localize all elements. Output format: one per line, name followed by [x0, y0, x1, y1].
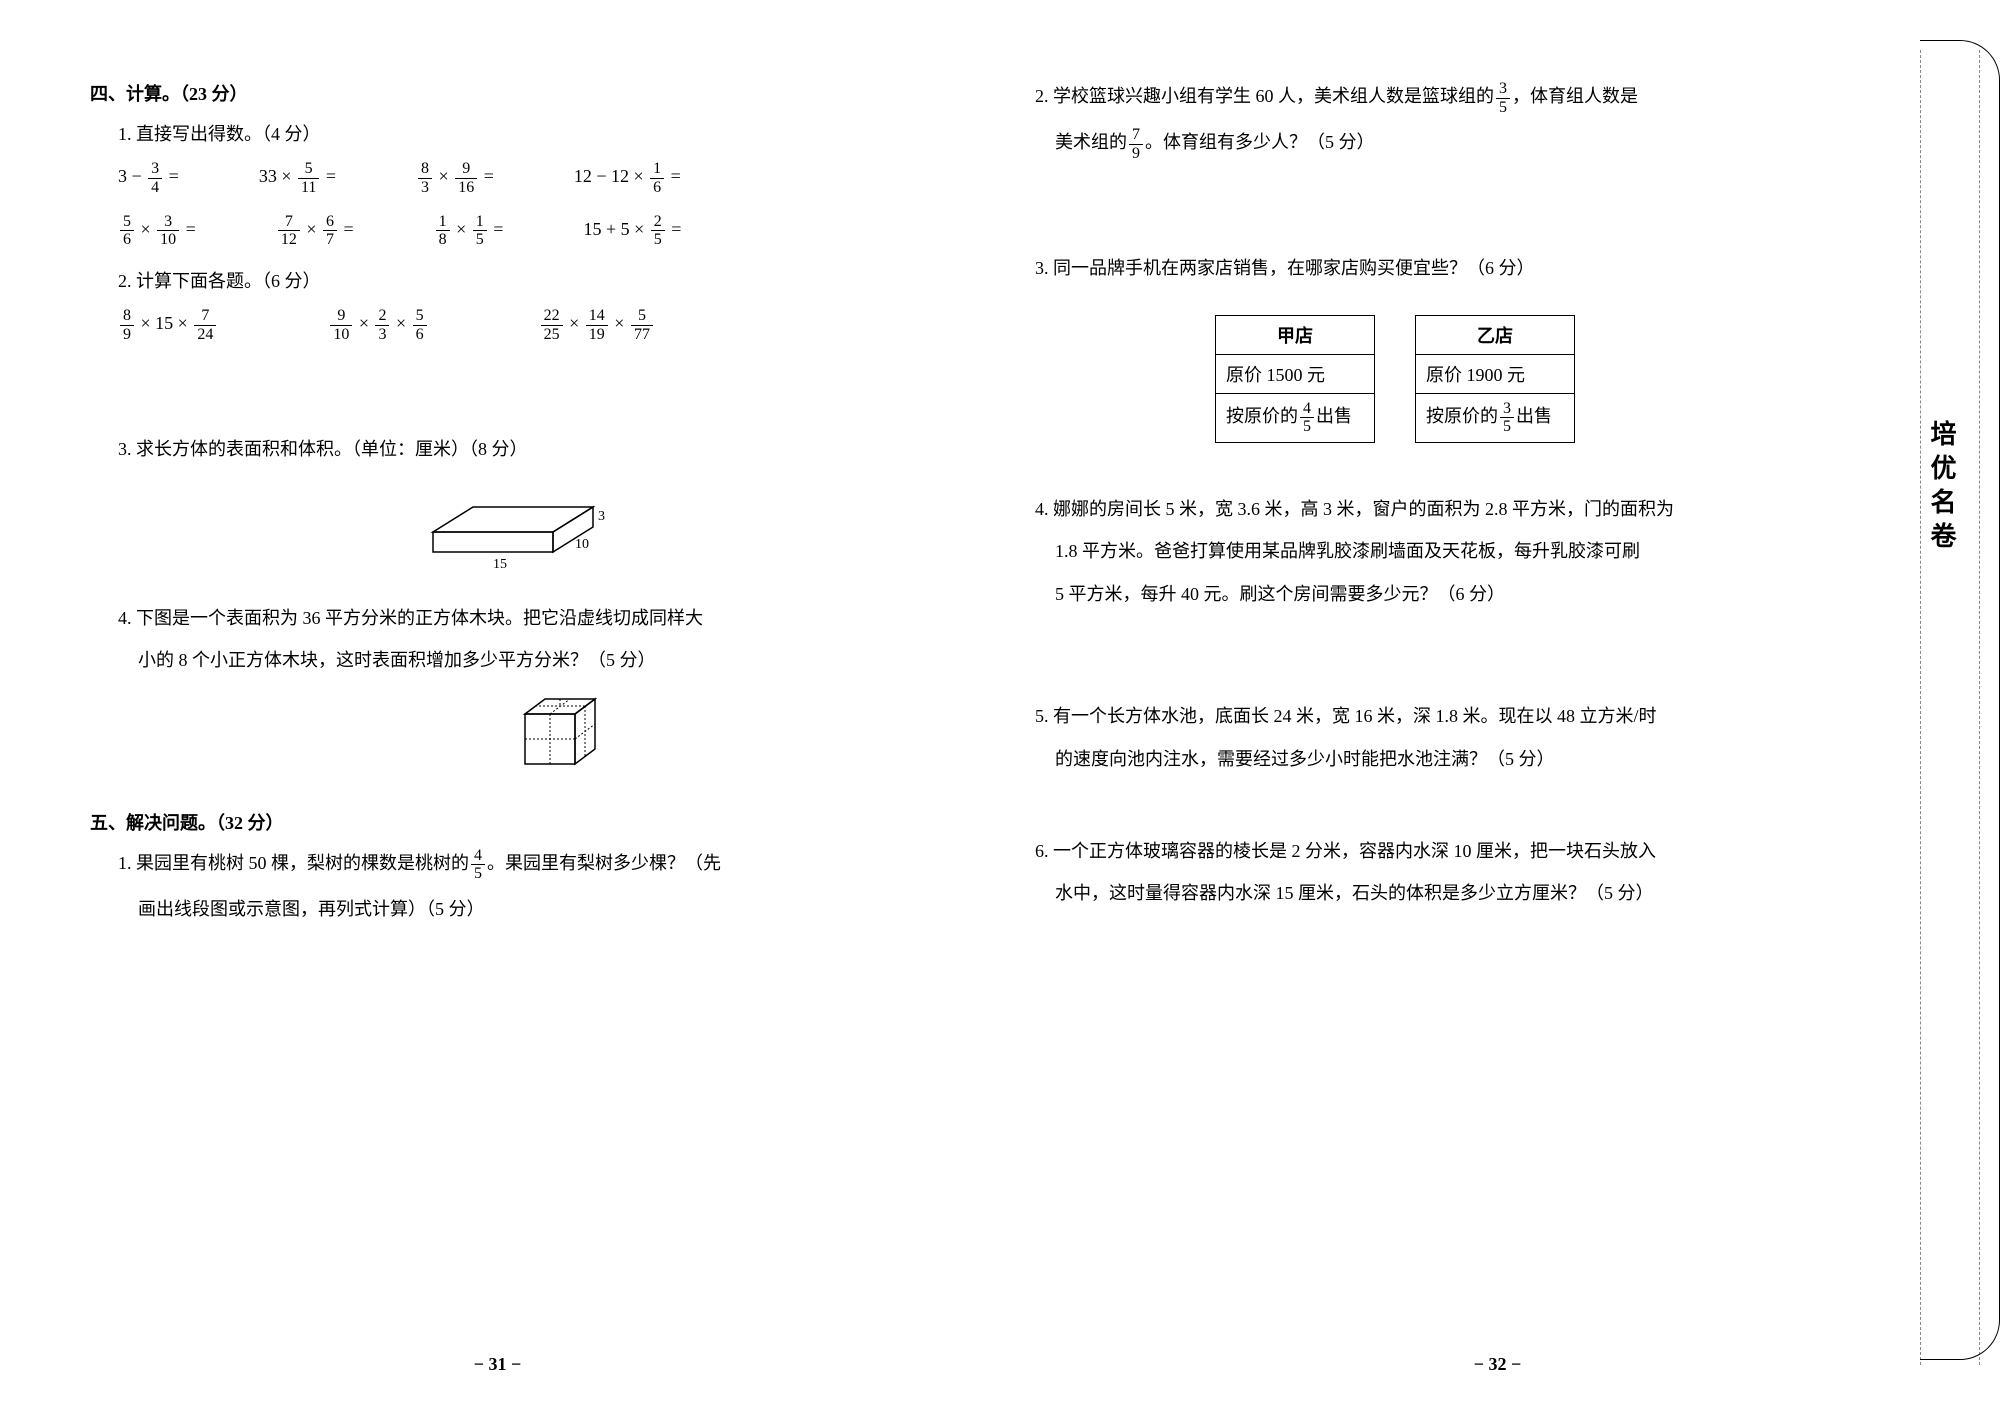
- p2-line-1: 2. 学校篮球兴趣小组有学生 60 人，美术组人数是篮球组的35，体育组人数是: [1035, 80, 1880, 116]
- page-number-left: − 31 −: [474, 1354, 522, 1375]
- eq-1c: 83 × 916 =: [416, 160, 494, 196]
- q2-title: 2. 计算下面各题。（6 分）: [118, 265, 935, 297]
- q4-title-a: 4. 下图是一个表面积为 36 平方分米的正方体木块。把它沿虚线切成同样大: [118, 602, 935, 634]
- store-a-deal: 按原价的45出售: [1216, 394, 1374, 442]
- section-5-title: 五、解决问题。（32 分）: [90, 809, 935, 835]
- store-a-name: 甲店: [1216, 316, 1374, 355]
- p4-line-2: 1.8 平方米。爸爸打算使用某品牌乳胶漆刷墙面及天花板，每升乳胶漆可刷: [1055, 535, 1880, 567]
- eq-1d: 12 − 12 × 16 =: [574, 160, 681, 196]
- eq-1b: 33 × 511 =: [259, 160, 336, 196]
- page-container: 四、计算。（23 分） 1. 直接写出得数。（4 分） 3 − 34 = 33 …: [0, 0, 2000, 1415]
- eq-3c: 2225 × 1419 × 577: [539, 307, 655, 343]
- eq-3a: 89 × 15 × 724: [118, 307, 218, 343]
- cube-diagram: [510, 689, 610, 779]
- store-b-name: 乙店: [1416, 316, 1574, 355]
- page-number-right: − 32 −: [1474, 1354, 1522, 1375]
- section-4-title: 四、计算。（23 分）: [90, 80, 935, 106]
- eq-2a: 56 × 310 =: [118, 213, 196, 249]
- cuboid-w: 15: [493, 557, 507, 572]
- q3-title: 3. 求长方体的表面积和体积。（单位：厘米）（8 分）: [118, 433, 935, 465]
- equation-row-1: 3 − 34 = 33 × 511 = 83 × 916 = 12 − 12 ×…: [118, 160, 935, 196]
- store-tables: 甲店 原价 1500 元 按原价的45出售 乙店 原价 1900 元 按原价的3…: [1215, 315, 1880, 443]
- cuboid-diagram: 15 10 3: [413, 482, 613, 572]
- right-column: 2. 学校篮球兴趣小组有学生 60 人，美术组人数是篮球组的35，体育组人数是 …: [995, 0, 2000, 1415]
- p6-line-1: 6. 一个正方体玻璃容器的棱长是 2 分米，容器内水深 10 厘米，把一块石头放…: [1035, 835, 1880, 867]
- eq-2d: 15 + 5 × 25 =: [583, 213, 681, 249]
- eq-1a: 3 − 34 =: [118, 160, 179, 196]
- p3-title: 3. 同一品牌手机在两家店销售，在哪家店购买便宜些？（6 分）: [1035, 252, 1880, 284]
- q1-title: 1. 直接写出得数。（4 分）: [118, 118, 935, 150]
- eq-2c: 18 × 15 =: [434, 213, 504, 249]
- p5-line-2: 的速度向池内注水，需要经过多少小时能把水池注满？（5 分）: [1055, 743, 1880, 775]
- equation-row-3: 89 × 15 × 724 910 × 23 × 56 2225 × 1419 …: [118, 307, 935, 343]
- store-a-table: 甲店 原价 1500 元 按原价的45出售: [1215, 315, 1375, 443]
- left-column: 四、计算。（23 分） 1. 直接写出得数。（4 分） 3 − 34 = 33 …: [0, 0, 995, 1415]
- eq-2b: 712 × 67 =: [276, 213, 354, 249]
- store-b-table: 乙店 原价 1900 元 按原价的35出售: [1415, 315, 1575, 443]
- store-b-price: 原价 1900 元: [1416, 355, 1574, 394]
- p2-line-2: 美术组的79。体育组有多少人？（5 分）: [1055, 126, 1880, 162]
- cuboid-d: 10: [575, 537, 589, 552]
- p5-line-1: 5. 有一个长方体水池，底面长 24 米，宽 16 米，深 1.8 米。现在以 …: [1035, 700, 1880, 732]
- p4-line-1: 4. 娜娜的房间长 5 米，宽 3.6 米，高 3 米，窗户的面积为 2.8 平…: [1035, 493, 1880, 525]
- p1-line-2: 画出线段图或示意图，再列式计算）（5 分）: [138, 893, 935, 925]
- p4-line-3: 5 平方米，每升 40 元。刷这个房间需要多少元？（6 分）: [1055, 578, 1880, 610]
- page-corner: [1920, 40, 2000, 1360]
- cuboid-h: 3: [598, 509, 605, 524]
- p6-line-2: 水中，这时量得容器内水深 15 厘米，石头的体积是多少立方厘米？（5 分）: [1055, 877, 1880, 909]
- equation-row-2: 56 × 310 = 712 × 67 = 18 × 15 = 15 + 5 ×…: [118, 213, 935, 249]
- eq-3b: 910 × 23 × 56: [328, 307, 428, 343]
- q4-title-b: 小的 8 个小正方体木块，这时表面积增加多少平方分米？（5 分）: [138, 644, 935, 676]
- store-a-price: 原价 1500 元: [1216, 355, 1374, 394]
- p1-line-1: 1. 果园里有桃树 50 棵，梨树的棵数是桃树的45。果园里有梨树多少棵？（先: [118, 847, 935, 883]
- store-b-deal: 按原价的35出售: [1416, 394, 1574, 442]
